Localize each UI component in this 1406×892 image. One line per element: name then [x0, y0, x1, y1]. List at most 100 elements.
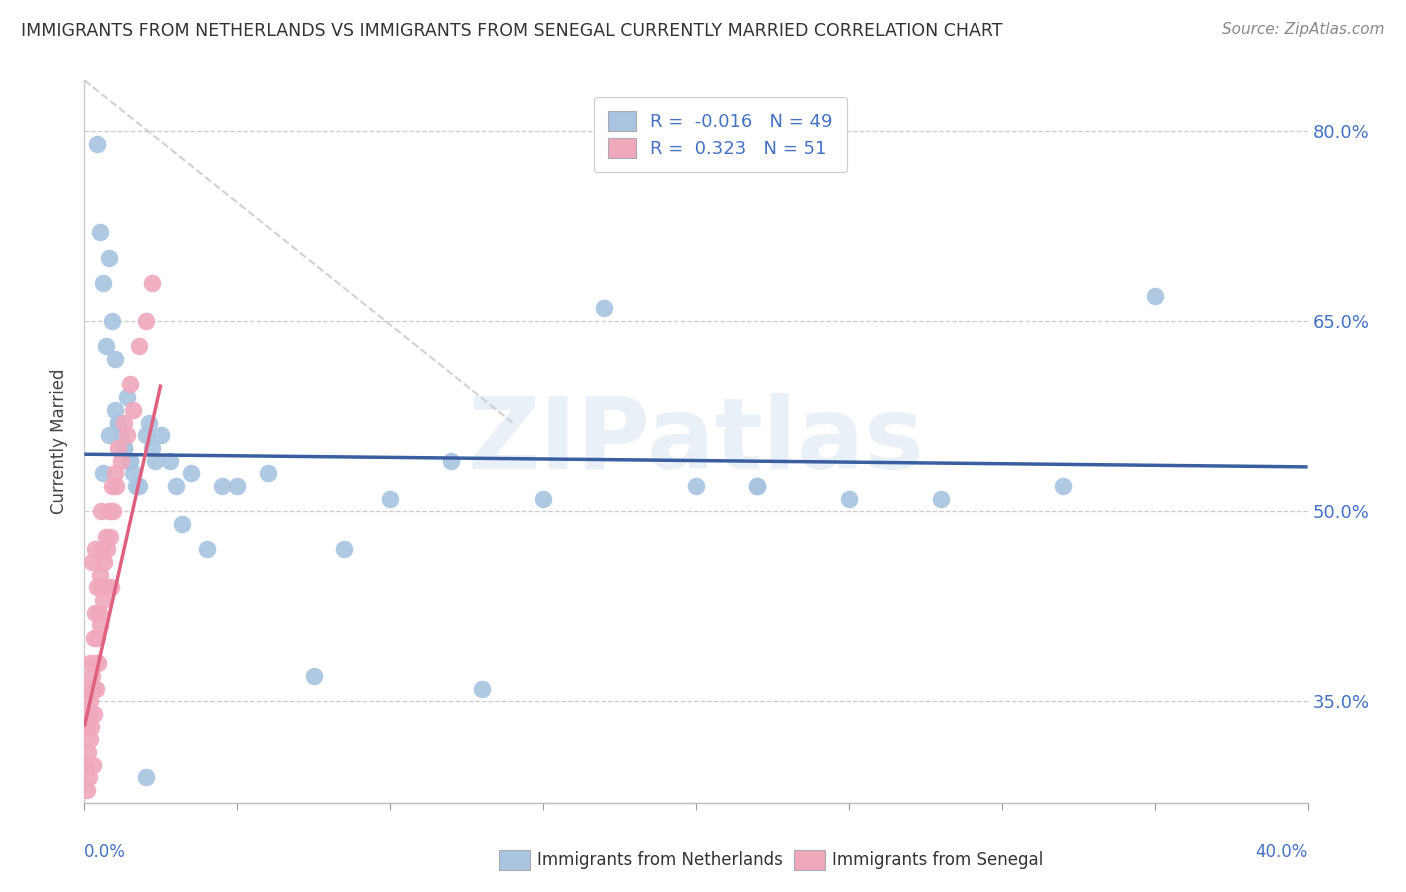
- Point: [120, 453, 142, 467]
- Point: [1052, 479, 1074, 493]
- Text: Immigrants from Netherlands: Immigrants from Netherlands: [537, 851, 783, 869]
- Point: [76, 681, 98, 696]
- Point: [685, 479, 707, 493]
- Point: [122, 467, 145, 481]
- Point: [98, 530, 121, 544]
- Text: ZIPatlas: ZIPatlas: [468, 393, 924, 490]
- Point: [107, 416, 129, 430]
- Point: [86, 631, 108, 645]
- Point: [838, 491, 860, 506]
- Point: [180, 467, 202, 481]
- Point: [105, 479, 128, 493]
- Point: [86, 580, 108, 594]
- Point: [90, 504, 112, 518]
- Point: [79, 694, 101, 708]
- Point: [135, 771, 157, 785]
- Point: [83, 681, 105, 696]
- Point: [84, 606, 107, 620]
- Point: [747, 479, 769, 493]
- Point: [89, 618, 111, 632]
- Point: [159, 453, 181, 467]
- Point: [104, 352, 127, 367]
- Point: [115, 428, 138, 442]
- Point: [122, 402, 145, 417]
- Point: [104, 402, 127, 417]
- Point: [333, 542, 356, 557]
- Point: [101, 479, 124, 493]
- Point: [83, 631, 105, 645]
- Point: [96, 542, 118, 557]
- Point: [110, 428, 132, 442]
- Point: [83, 707, 105, 722]
- Point: [112, 416, 135, 430]
- Point: [84, 681, 107, 696]
- Point: [87, 657, 110, 671]
- Point: [80, 669, 103, 683]
- Point: [141, 276, 163, 290]
- Point: [135, 314, 157, 328]
- Point: [110, 453, 132, 467]
- Point: [929, 491, 952, 506]
- Text: IMMIGRANTS FROM NETHERLANDS VS IMMIGRANTS FROM SENEGAL CURRENTLY MARRIED CORRELA: IMMIGRANTS FROM NETHERLANDS VS IMMIGRANT…: [21, 22, 1002, 40]
- Point: [79, 657, 101, 671]
- Text: Source: ZipAtlas.com: Source: ZipAtlas.com: [1222, 22, 1385, 37]
- Point: [91, 593, 114, 607]
- Point: [120, 453, 142, 467]
- Point: [76, 783, 98, 797]
- Point: [97, 428, 120, 442]
- Point: [91, 542, 114, 557]
- Point: [135, 428, 157, 442]
- Point: [86, 136, 108, 151]
- Point: [101, 314, 124, 328]
- Point: [93, 555, 115, 569]
- Point: [138, 416, 160, 430]
- Point: [211, 479, 233, 493]
- Legend: R =  -0.016   N = 49, R =  0.323   N = 51: R = -0.016 N = 49, R = 0.323 N = 51: [593, 96, 846, 172]
- Point: [94, 339, 117, 353]
- Point: [80, 720, 103, 734]
- Point: [195, 542, 218, 557]
- Point: [120, 377, 142, 392]
- Point: [87, 606, 110, 620]
- Point: [90, 580, 112, 594]
- Point: [112, 441, 135, 455]
- Point: [128, 479, 150, 493]
- Point: [84, 542, 107, 557]
- Point: [302, 669, 325, 683]
- Text: 40.0%: 40.0%: [1256, 843, 1308, 861]
- Point: [165, 479, 187, 493]
- Point: [104, 467, 127, 481]
- Point: [107, 416, 129, 430]
- Point: [531, 491, 554, 506]
- Point: [103, 504, 125, 518]
- Point: [96, 580, 118, 594]
- Point: [593, 301, 616, 316]
- Point: [143, 453, 166, 467]
- Point: [128, 339, 150, 353]
- Point: [100, 580, 122, 594]
- Point: [471, 681, 494, 696]
- Point: [77, 771, 100, 785]
- Point: [380, 491, 402, 506]
- Point: [141, 441, 163, 455]
- Point: [79, 732, 101, 747]
- Point: [89, 226, 111, 240]
- Point: [97, 504, 120, 518]
- Point: [80, 555, 103, 569]
- Point: [149, 428, 172, 442]
- Point: [107, 441, 129, 455]
- Text: 0.0%: 0.0%: [84, 843, 127, 861]
- Point: [1143, 289, 1166, 303]
- Point: [115, 390, 138, 404]
- Point: [257, 467, 280, 481]
- Point: [76, 720, 98, 734]
- Point: [77, 707, 100, 722]
- Point: [94, 530, 117, 544]
- Point: [97, 251, 120, 265]
- Text: Immigrants from Senegal: Immigrants from Senegal: [832, 851, 1043, 869]
- Point: [112, 441, 135, 455]
- Point: [82, 757, 104, 772]
- Point: [89, 567, 111, 582]
- Point: [226, 479, 249, 493]
- Point: [75, 757, 97, 772]
